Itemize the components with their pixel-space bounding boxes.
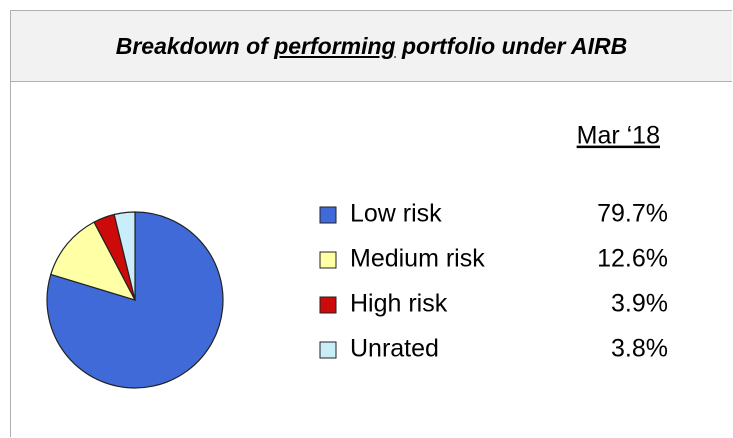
legend-swatch <box>319 251 337 269</box>
value-label: 79.7% <box>597 200 668 228</box>
legend-label: Low risk <box>350 200 442 228</box>
title-part: Breakdown of <box>115 33 268 59</box>
column-header: Mar ‘18 <box>577 122 660 150</box>
legend-swatch <box>319 341 337 359</box>
legend-label: Medium risk <box>350 245 485 273</box>
title-part: performing <box>274 33 396 59</box>
header: Breakdown of performing portfolio under … <box>11 11 732 82</box>
legend-swatch <box>319 206 337 224</box>
title-part: portfolio under AIRB <box>401 33 628 59</box>
value-label: 3.8% <box>611 335 668 363</box>
legend-swatch <box>319 296 337 314</box>
legend-label: High risk <box>350 290 448 318</box>
pie-slice <box>113 211 136 301</box>
value-label: 12.6% <box>597 245 668 273</box>
legend-label: Unrated <box>350 335 439 363</box>
panel: Breakdown of performing portfolio under … <box>10 10 732 437</box>
pie-slice <box>50 221 137 301</box>
value-label: 3.9% <box>611 290 668 318</box>
